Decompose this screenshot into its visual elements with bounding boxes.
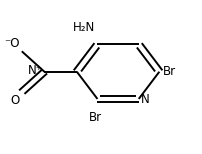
- Text: N: N: [140, 93, 149, 106]
- Text: Br: Br: [88, 111, 102, 124]
- Text: N⁺: N⁺: [27, 65, 42, 77]
- Text: Br: Br: [162, 65, 176, 78]
- Text: O: O: [11, 94, 20, 107]
- Text: ⁻O: ⁻O: [4, 37, 20, 50]
- Text: H₂N: H₂N: [73, 21, 95, 34]
